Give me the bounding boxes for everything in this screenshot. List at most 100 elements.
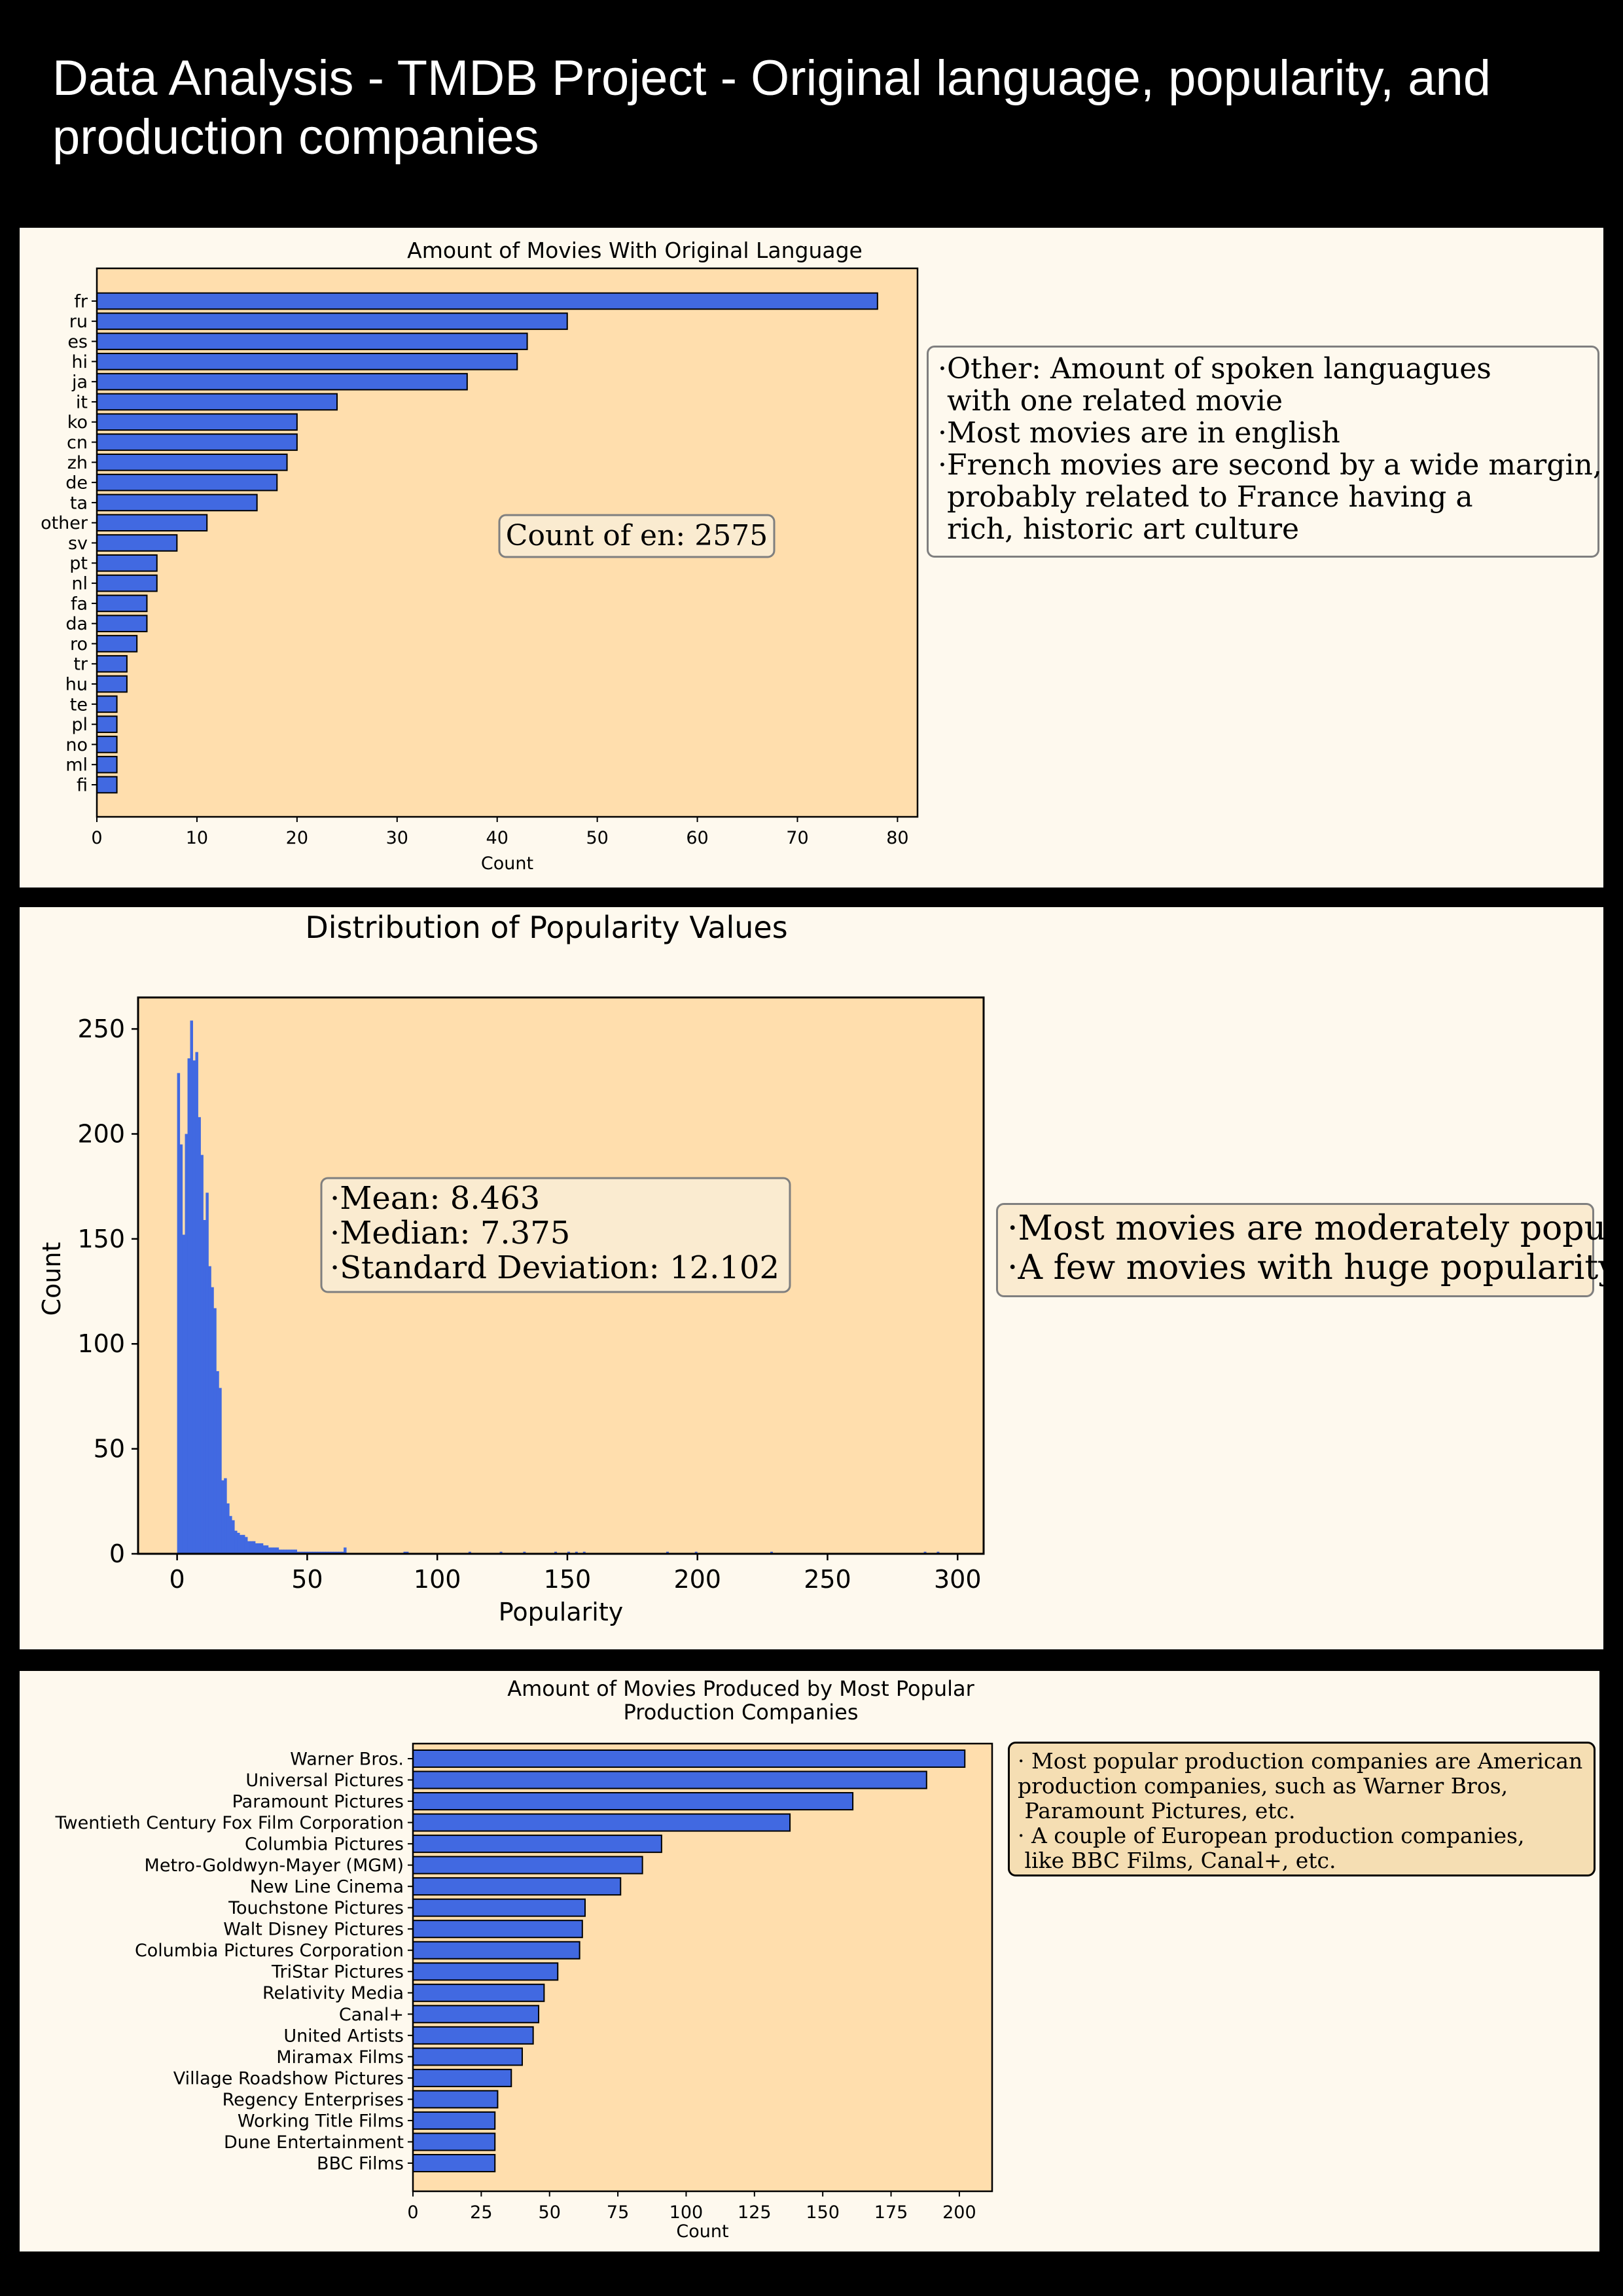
histogram-bar: [328, 1551, 331, 1554]
bar: [96, 574, 158, 592]
y-tick-label: ja: [71, 372, 88, 393]
histogram-bar: [182, 1234, 186, 1554]
histogram-bar: [666, 1551, 669, 1554]
y-tick-label: Village Roadshow Pictures: [173, 2068, 404, 2089]
y-tick-label: 150: [77, 1225, 125, 1253]
histogram-bar: [582, 1551, 586, 1554]
y-tick-label: Paramount Pictures: [232, 1792, 404, 1812]
bar: [96, 755, 118, 774]
histogram-bar: [304, 1551, 308, 1554]
histogram-bar: [289, 1549, 293, 1554]
bar: [412, 1835, 662, 1854]
y-tick-label: fr: [74, 291, 88, 312]
bar: [412, 1792, 854, 1811]
x-tick-label: 0: [169, 1565, 185, 1594]
bar: [96, 514, 208, 532]
bar: [96, 413, 298, 431]
x-tick-label: 20: [286, 828, 308, 848]
y-tick-label: pt: [69, 554, 88, 574]
histogram-bar: [249, 1541, 253, 1554]
x-tick-label: 70: [786, 828, 808, 848]
popularity-panel: 0 50 100 150 200 250 300 0 50 100 150 200 250 Distrib…: [20, 907, 1623, 1649]
histogram-bar: [567, 1551, 570, 1554]
companies-note-line: like BBC Films, Canal+, etc.: [1018, 1848, 1336, 1873]
bar: [96, 594, 148, 613]
histogram-bar: [312, 1551, 315, 1554]
bar: [412, 1749, 966, 1768]
histogram-bar: [330, 1551, 334, 1554]
y-tick-label: ru: [69, 312, 88, 332]
y-axis-label: Count: [37, 1242, 66, 1316]
annotation-text: Count of en: 2575: [506, 519, 768, 552]
histogram-bar: [242, 1535, 245, 1554]
bar: [96, 715, 118, 733]
x-tick-label: 30: [386, 828, 408, 848]
y-tick-label: ko: [67, 412, 88, 433]
histogram-bar: [268, 1547, 272, 1554]
page-title: Data Analysis - TMDB Project - Original …: [52, 50, 1491, 165]
x-tick-label: 100: [414, 1565, 461, 1594]
y-tick-label: Touchstone Pictures: [228, 1898, 404, 1918]
histogram-bar: [213, 1308, 217, 1554]
chart-title-line: Production Companies: [624, 1700, 859, 1725]
histogram-bar: [283, 1549, 287, 1554]
x-tick-label: 10: [186, 828, 208, 848]
x-axis-label: Popularity: [499, 1598, 623, 1626]
bar: [96, 473, 278, 492]
language-bar-chart: frrueshijaitkocnzhdetaothersvptnlfadarot…: [41, 238, 919, 874]
histogram-bar: [296, 1551, 300, 1554]
histogram-bar: [302, 1551, 305, 1554]
y-tick-label: Warner Bros.: [290, 1749, 404, 1769]
x-tick-label: 175: [874, 2202, 908, 2223]
bar: [412, 2132, 496, 2151]
bar: [96, 776, 118, 794]
y-tick-label: 50: [94, 1435, 125, 1463]
histogram-bar: [936, 1551, 940, 1554]
histogram-bar: [224, 1478, 227, 1554]
language-note-line: ·French movies are second by a wide marg…: [938, 448, 1602, 482]
y-tick-label: United Artists: [283, 2026, 404, 2046]
y-tick-label: zh: [67, 453, 88, 473]
y-tick-label: tr: [73, 655, 88, 675]
histogram-bar: [341, 1551, 344, 1554]
language-note-line: probably related to France having a: [938, 480, 1473, 514]
x-tick-label: 60: [686, 828, 708, 848]
stats-line: ·Mean: 8.463: [330, 1180, 540, 1217]
x-tick-label: 0: [91, 828, 102, 848]
y-tick-label: da: [65, 614, 88, 634]
histogram-bar: [260, 1543, 264, 1554]
histogram-bar: [252, 1541, 256, 1554]
histogram-bar: [299, 1551, 302, 1554]
y-tick-label: 0: [109, 1539, 125, 1568]
histogram-bar: [255, 1543, 259, 1554]
histogram-bar: [499, 1551, 503, 1554]
companies-note-line: production companies, such as Warner Bro…: [1018, 1773, 1508, 1799]
y-tick-label: Canal+: [339, 2005, 404, 2025]
histogram-bar: [219, 1388, 222, 1554]
bar: [412, 1813, 791, 1832]
language-note-line: rich, historic art culture: [938, 512, 1300, 546]
popularity-note-line: ·Most movies are moderately popular: [1007, 1209, 1623, 1248]
x-tick-label: 50: [539, 2202, 561, 2223]
x-tick-label: 100: [669, 2202, 704, 2223]
histogram-bar: [257, 1543, 261, 1554]
histogram-bar: [315, 1551, 318, 1554]
bar: [412, 2026, 534, 2045]
y-tick-label: 250: [77, 1014, 125, 1043]
y-tick-label: sv: [68, 533, 88, 554]
y-tick-label: nl: [71, 574, 88, 594]
y-tick-label: 100: [77, 1329, 125, 1358]
language-panel: fr ru es hi ja it ko cn zh de ta other sv pt nl fa da ro t…: [20, 228, 1603, 888]
bar: [96, 675, 128, 693]
y-tick-label: no: [65, 735, 88, 755]
stats-box: [320, 1177, 791, 1293]
bar: [96, 615, 148, 632]
x-tick-label: 50: [586, 828, 608, 848]
bar: [412, 1856, 643, 1874]
histogram-bar: [192, 1060, 196, 1554]
bar: [412, 1962, 559, 1981]
y-tick-label: 200: [77, 1119, 125, 1148]
histogram-bar: [262, 1545, 266, 1554]
language-notes-box: ·Other: Amount of spoken languagues with…: [927, 346, 1602, 558]
histogram-bar: [244, 1537, 248, 1554]
